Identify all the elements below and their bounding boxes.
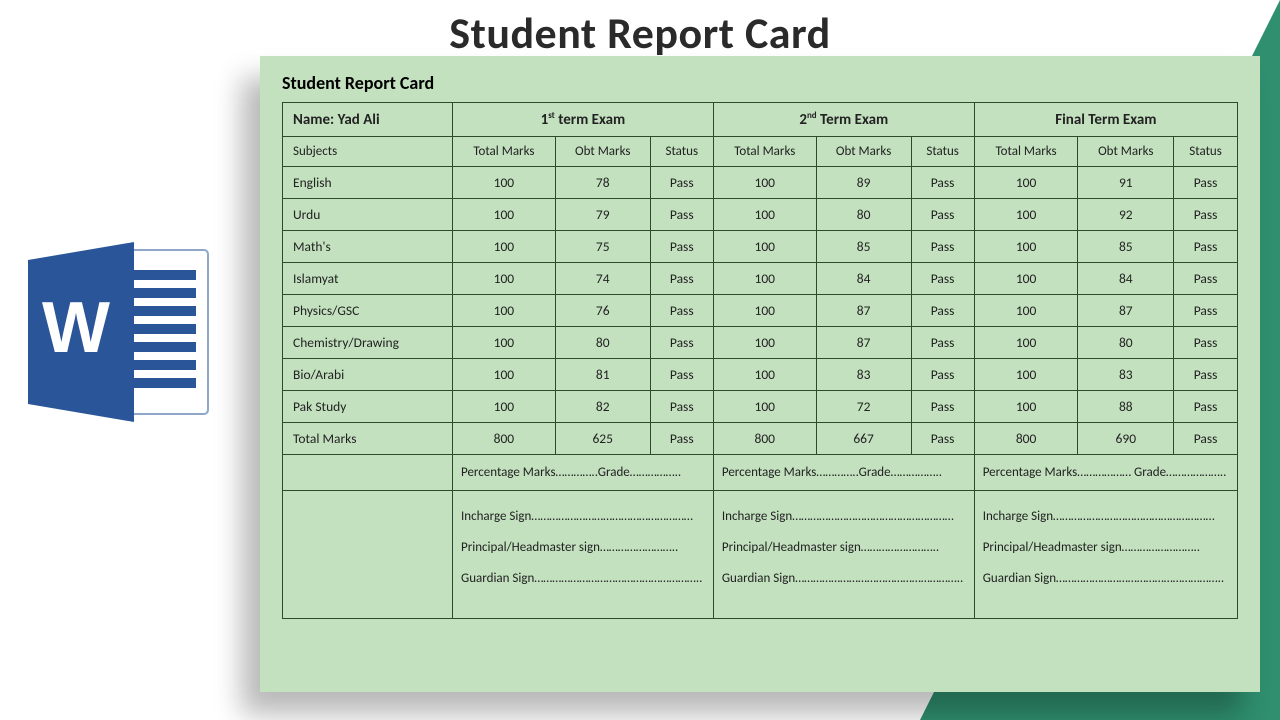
table-row: Bio/Arabi10081Pass10083Pass10083Pass — [283, 359, 1238, 391]
term-3-head: Final Term Exam — [974, 103, 1237, 137]
report-card: Student Report Card Name: Yad Ali 1st te… — [260, 56, 1260, 692]
subject-cell: Bio/Arabi — [283, 359, 453, 391]
report-table: Name: Yad Ali 1st term Exam 2nd Term Exa… — [282, 102, 1238, 619]
sign-t1: Incharge Sign……………………………………………… Principa… — [453, 491, 714, 619]
svg-text:W: W — [42, 288, 110, 368]
col-total: Total Marks — [974, 137, 1078, 167]
col-status: Status — [1174, 137, 1238, 167]
col-obt: Obt Marks — [1078, 137, 1174, 167]
pct-t1: Percentage Marks…………..Grade…………….. — [453, 455, 714, 491]
table-row: English10078Pass10089Pass10091Pass — [283, 167, 1238, 199]
subject-cell: Math's — [283, 231, 453, 263]
subject-cell: English — [283, 167, 453, 199]
header-row: Name: Yad Ali 1st term Exam 2nd Term Exa… — [283, 103, 1238, 137]
col-obt: Obt Marks — [555, 137, 650, 167]
percentage-row: Percentage Marks…………..Grade…………….. Perce… — [283, 455, 1238, 491]
table-row: Physics/GSC10076Pass10087Pass10087Pass — [283, 295, 1238, 327]
table-row: Islamyat10074Pass10084Pass10084Pass — [283, 263, 1238, 295]
col-total: Total Marks — [713, 137, 816, 167]
col-total: Total Marks — [453, 137, 556, 167]
term-2-head: 2nd Term Exam — [713, 103, 974, 137]
pct-t2: Percentage Marks…………..Grade…………….. — [713, 455, 974, 491]
ms-word-icon: W — [18, 232, 218, 432]
col-status: Status — [911, 137, 974, 167]
totals-row: Total Marks 800 625 Pass 800 667 Pass 80… — [283, 423, 1238, 455]
table-row: Chemistry/Drawing10080Pass10087Pass10080… — [283, 327, 1238, 359]
card-title: Student Report Card — [282, 72, 1238, 94]
subject-cell: Physics/GSC — [283, 295, 453, 327]
term-1-head: 1st term Exam — [453, 103, 714, 137]
page-title: Student Report Card — [0, 6, 1280, 60]
subject-cell: Pak Study — [283, 391, 453, 423]
totals-label: Total Marks — [283, 423, 453, 455]
subject-cell: Urdu — [283, 199, 453, 231]
pct-t3: Percentage Marks……………… Grade……………….. — [974, 455, 1237, 491]
subject-cell: Islamyat — [283, 263, 453, 295]
table-row: Urdu10079Pass10080Pass10092Pass — [283, 199, 1238, 231]
table-row: Math's10075Pass10085Pass10085Pass — [283, 231, 1238, 263]
sign-t3: Incharge Sign……………………………………………… Principa… — [974, 491, 1237, 619]
subheader-row: Subjects Total Marks Obt Marks Status To… — [283, 137, 1238, 167]
subjects-label: Subjects — [283, 137, 453, 167]
signatures-row: Incharge Sign……………………………………………… Principa… — [283, 491, 1238, 619]
col-obt: Obt Marks — [816, 137, 911, 167]
sign-t2: Incharge Sign……………………………………………… Principa… — [713, 491, 974, 619]
col-status: Status — [650, 137, 713, 167]
subject-cell: Chemistry/Drawing — [283, 327, 453, 359]
table-row: Pak Study10082Pass10072Pass10088Pass — [283, 391, 1238, 423]
name-cell: Name: Yad Ali — [283, 103, 453, 137]
